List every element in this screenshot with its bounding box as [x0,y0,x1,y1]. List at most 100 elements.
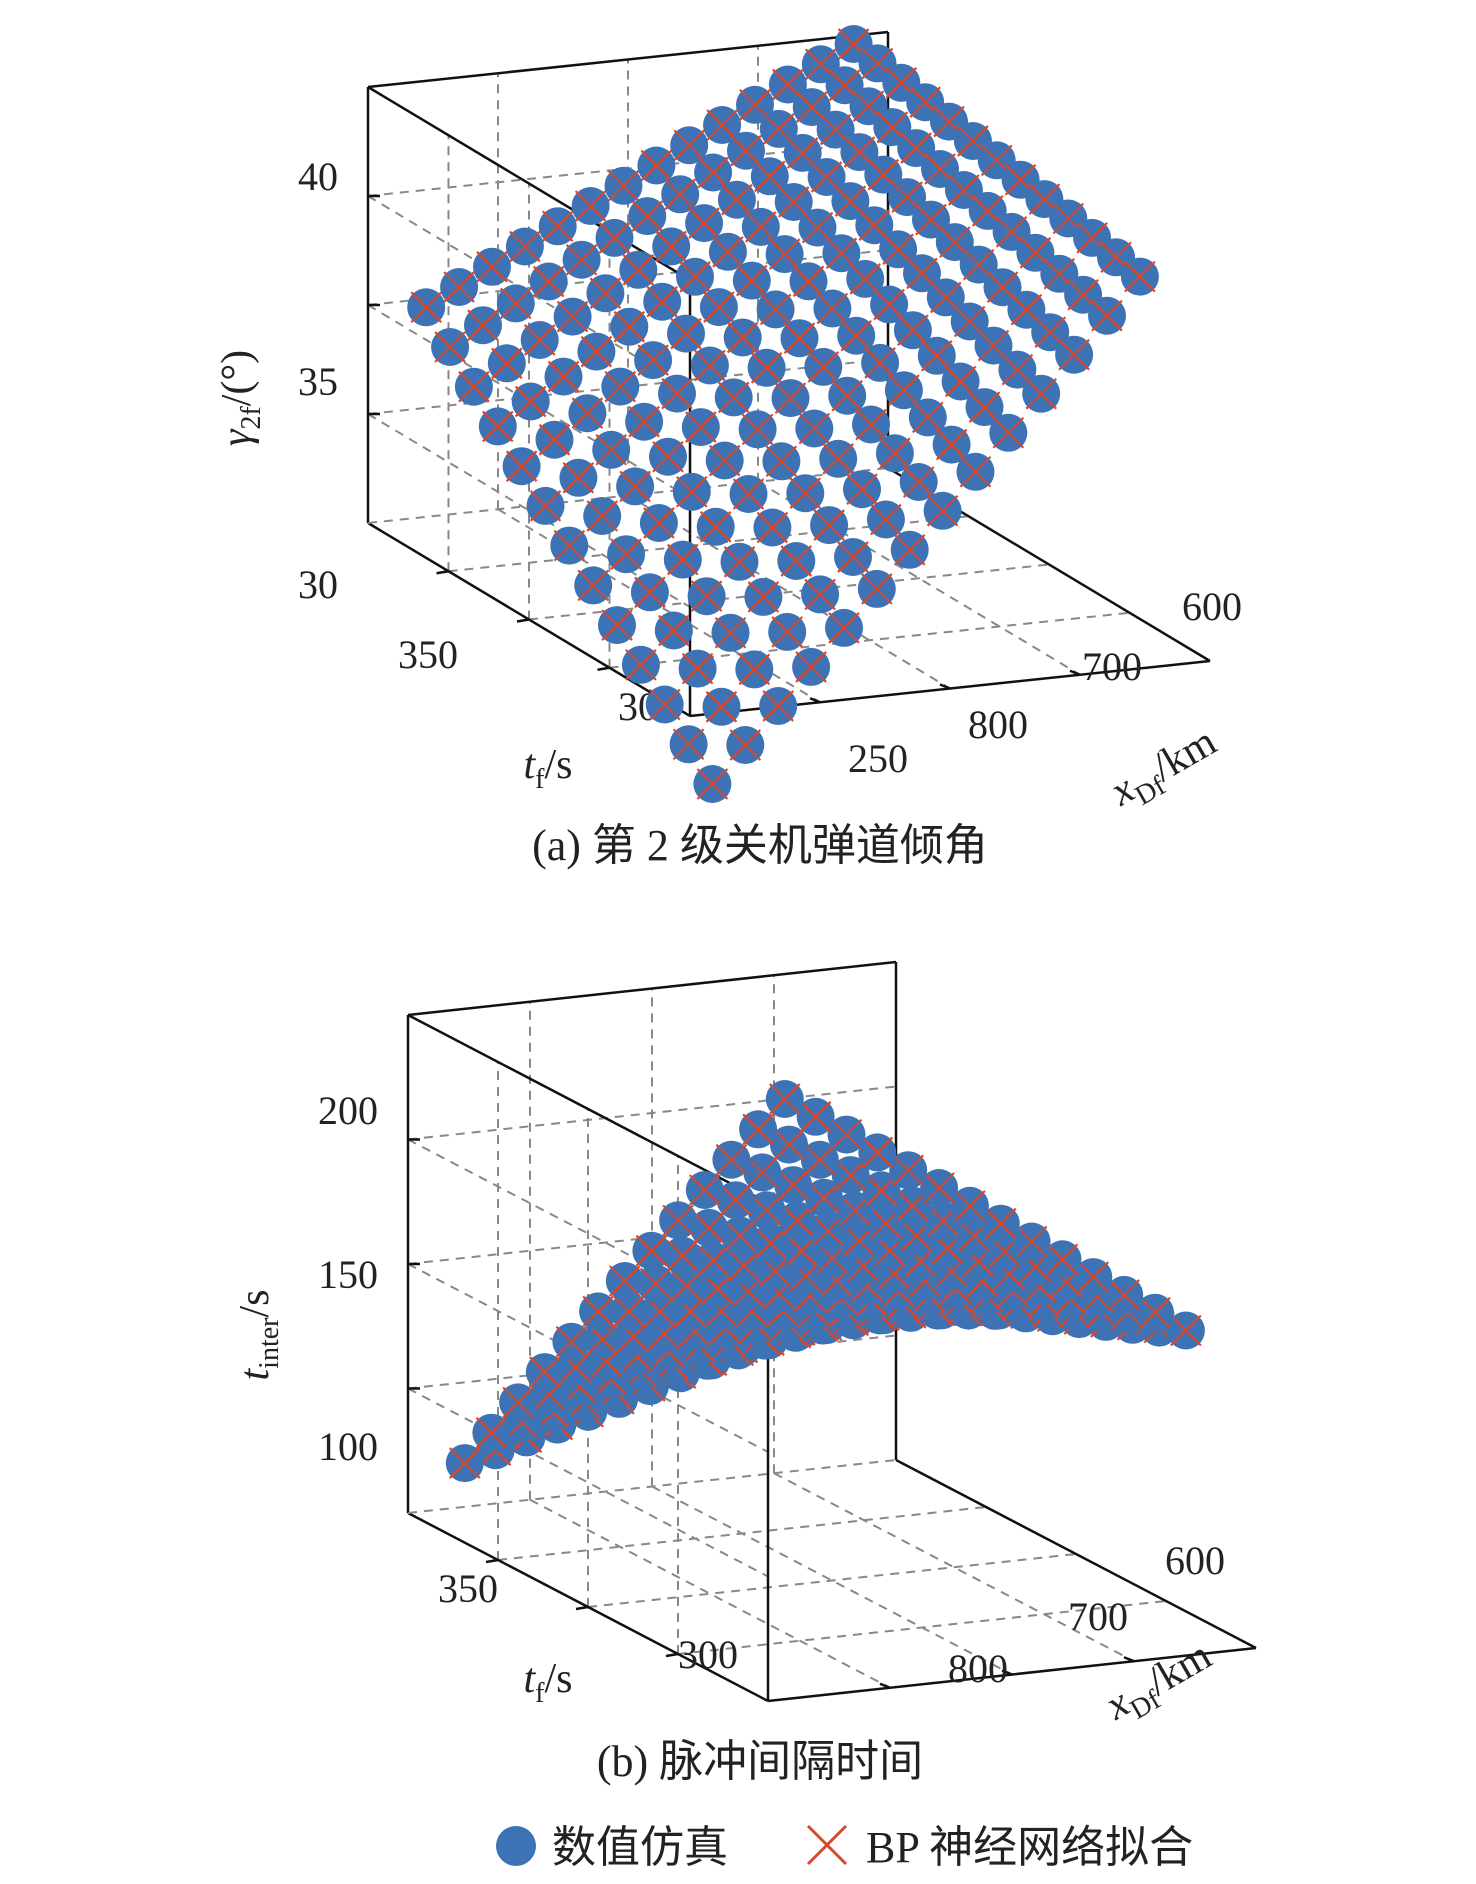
bp-fit-marker [1046,1243,1079,1276]
bp-fit-marker [795,651,827,683]
z-tick-label: 40 [298,154,338,199]
bp-fit-marker [714,616,747,649]
x-tick-label: 250 [848,736,908,781]
grid-line [367,304,691,499]
bp-fit-marker [625,649,657,681]
bp-fit-marker [449,1447,481,1479]
bp-fit-marker [962,248,995,281]
x-axis-label: tf/s [523,1656,572,1709]
bp-fit-marker [789,477,822,509]
bp-fit-marker [957,125,989,157]
bp-fit-marker [746,1156,779,1189]
bp-fit-marker [763,113,795,145]
bp-fit-marker [808,1181,840,1214]
bp-fit-marker [476,250,508,283]
bp-fit-marker [1067,278,1099,311]
legend-label-simulation: 数值仿真 [552,1823,728,1872]
bp-fit-marker [882,233,914,266]
bp-fit-marker [706,109,738,141]
bp-fit-marker [893,534,926,566]
bp-fit-marker [930,281,962,314]
legend-x-marker [806,1824,848,1866]
bp-fit-marker [458,370,490,403]
axis-edge [367,30,889,89]
bp-fit-marker [705,691,738,723]
bp-fit-marker [777,186,810,218]
bp-fit-marker [810,161,843,193]
bp-fit-marker [830,1118,863,1151]
bp-fit-marker [839,1194,871,1227]
bp-fit-marker [1001,353,1034,386]
panel-a-chart: 350300250600700800303540γ2f/(°)tf/sxDf/k… [214,25,1242,816]
bp-fit-marker [980,144,1013,177]
bp-fit-marker [834,185,867,217]
bp-fit-marker [556,300,589,333]
bp-fit-marker [628,405,660,438]
bp-fit-marker [699,511,732,543]
bp-fit-marker [610,538,642,570]
bp-fit-marker [717,381,750,414]
bp-fit-marker [926,495,959,527]
bp-fit-marker [679,261,711,293]
bp-fit-marker [1034,316,1067,348]
bp-fit-marker [547,360,580,393]
bp-fit-marker [828,612,860,644]
bp-fit-marker [876,111,909,143]
bp-fit-marker [705,1295,738,1327]
bp-fit-marker [701,1272,734,1305]
bp-fit-marker [852,90,885,122]
bp-fit-marker [750,352,783,384]
bp-fit-marker [729,729,762,761]
bp-fit-marker [846,473,878,505]
bp-fit-marker [482,410,514,443]
axis-edge [407,1459,897,1514]
bp-fit-marker [664,178,696,211]
legend-label-bp-fit: BP 神经网络拟合 [866,1823,1193,1872]
bp-fit-marker [681,652,714,685]
bp-fit-marker [673,129,706,162]
grid-line [651,1485,1013,1676]
bp-fit-marker [694,349,726,382]
bp-fit-marker [745,211,777,243]
grid-line [773,1472,1135,1663]
x-tick-label: 350 [438,1566,498,1611]
z-tick-label: 30 [298,562,338,607]
bp-fit-marker [712,236,744,268]
bp-fit-marker [939,226,971,258]
bp-fit-marker [807,351,840,383]
bp-fit-marker [986,271,1019,303]
bp-fit-marker [661,377,693,410]
bp-fit-marker [959,456,992,488]
bp-fit-marker [571,397,604,429]
bp-fit-marker [619,470,651,503]
tick-mark [575,1605,589,1611]
bp-fit-marker [1124,260,1156,293]
bp-fit-marker [644,1295,676,1328]
bp-fit-marker [968,391,1001,423]
tick-mark [597,666,610,671]
z-tick-label: 200 [318,1088,378,1133]
bp-fit-marker [754,1227,787,1259]
bp-fit-marker [870,503,902,536]
bp-fit-marker [1076,222,1108,254]
bp-fit-marker [657,614,690,647]
bp-fit-marker [532,265,565,298]
bp-fit-marker [523,324,556,356]
bp-fit-marker [849,263,882,295]
bp-fit-marker [754,160,786,193]
bp-fit-marker [514,385,547,418]
bp-fit-marker [756,511,789,544]
bp-fit-marker [888,374,920,406]
bp-fit-marker [750,1194,783,1227]
bp-fit-marker [840,319,872,352]
bp-fit-marker [577,569,609,602]
data-points [445,1080,1205,1483]
grid-line [407,1085,897,1141]
bp-fit-marker [732,478,765,510]
y-tick-label: 600 [1182,584,1242,629]
bp-fit-marker [819,113,852,146]
bp-fit-marker [944,365,977,398]
bp-fit-marker [861,47,894,80]
bp-fit-marker [652,440,684,473]
bp-fit-marker [723,546,756,578]
